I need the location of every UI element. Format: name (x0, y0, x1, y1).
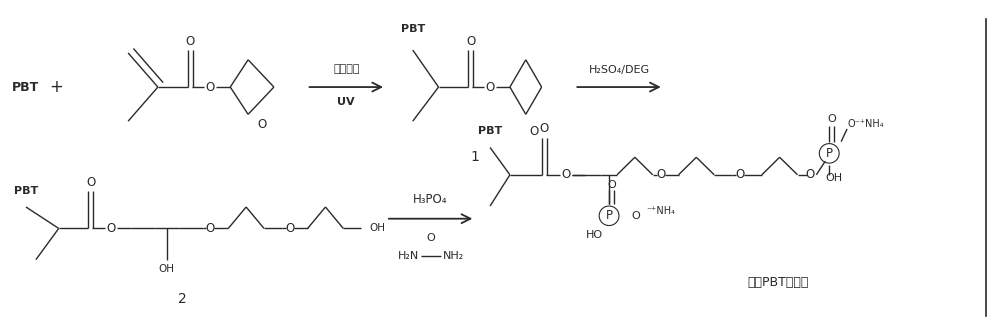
Text: H₂SO₄/DEG: H₂SO₄/DEG (588, 65, 650, 74)
Text: O: O (426, 233, 435, 243)
Text: 2: 2 (178, 292, 187, 306)
Text: O: O (485, 80, 495, 93)
Text: 1: 1 (471, 150, 480, 164)
Text: P: P (606, 209, 613, 222)
Text: UV: UV (337, 97, 355, 107)
Text: O: O (466, 35, 475, 48)
Text: O: O (285, 222, 294, 235)
Text: OH: OH (159, 264, 175, 274)
Text: P: P (826, 147, 833, 160)
Text: 光引发剂: 光引发剂 (333, 65, 360, 74)
Text: PBT: PBT (14, 186, 38, 196)
Text: O: O (827, 114, 836, 124)
Text: O: O (107, 222, 116, 235)
Text: O: O (185, 35, 195, 48)
Text: O: O (540, 123, 549, 135)
Text: OH: OH (369, 223, 385, 233)
Text: O: O (257, 118, 267, 131)
Text: NH₂: NH₂ (442, 251, 464, 261)
Text: PBT: PBT (401, 23, 425, 34)
Text: O⁻⁺NH₄: O⁻⁺NH₄ (847, 119, 884, 129)
Text: O: O (86, 176, 96, 189)
Text: HO: HO (586, 230, 603, 240)
Text: O: O (206, 222, 215, 235)
Text: O: O (656, 168, 665, 181)
Text: O: O (631, 211, 640, 221)
Text: O: O (607, 180, 616, 190)
Text: PBT: PBT (478, 126, 502, 136)
Text: O: O (735, 168, 745, 181)
Text: O: O (206, 80, 215, 93)
Text: O: O (806, 168, 815, 181)
Text: ⁻⁺NH₄: ⁻⁺NH₄ (647, 206, 676, 216)
Text: O: O (529, 125, 538, 138)
Text: PBT: PBT (12, 80, 40, 93)
Text: 改性PBT阵燃剂: 改性PBT阵燃剂 (747, 276, 808, 288)
Text: +: + (49, 78, 63, 96)
Text: OH: OH (826, 173, 843, 183)
Text: O: O (562, 168, 571, 181)
Text: H₃PO₄: H₃PO₄ (413, 193, 448, 206)
Text: H₂N: H₂N (397, 251, 419, 261)
